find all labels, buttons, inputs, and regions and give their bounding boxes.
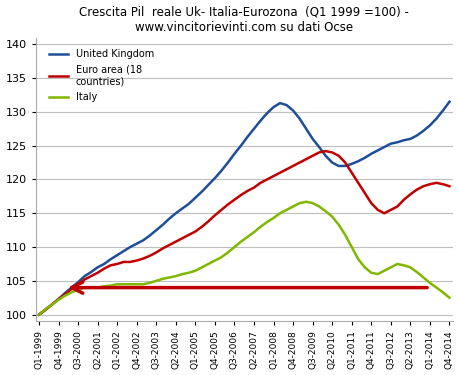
Italy (302, 200, 308, 204)
Italy (88, 285, 94, 290)
Italy (238, 239, 243, 244)
Italy (446, 296, 451, 300)
Italy (205, 262, 211, 266)
Euro area (18
countries) (238, 193, 243, 197)
United Kingdom (205, 183, 211, 187)
United Kingdom (263, 111, 269, 116)
Line: Euro area (18
countries): Euro area (18 countries) (39, 151, 448, 315)
Euro area (18
countries) (322, 149, 328, 153)
Line: Italy: Italy (39, 202, 448, 315)
Legend: United Kingdom, Euro area (18
countries), Italy: United Kingdom, Euro area (18 countries)… (45, 45, 157, 106)
Euro area (18
countries) (263, 177, 269, 182)
United Kingdom (88, 270, 94, 274)
Euro area (18
countries) (302, 157, 308, 161)
Italy (296, 201, 302, 206)
Title: Crescita Pil  reale Uk- Italia-Eurozona  (Q1 1999 =100) -
www.vincitorievinti.co: Crescita Pil reale Uk- Italia-Eurozona (… (79, 6, 408, 33)
United Kingdom (446, 99, 451, 104)
Euro area (18
countries) (446, 184, 451, 189)
United Kingdom (36, 312, 42, 317)
United Kingdom (238, 143, 243, 148)
Euro area (18
countries) (296, 160, 302, 165)
Italy (36, 312, 42, 317)
Euro area (18
countries) (36, 312, 42, 317)
United Kingdom (296, 116, 302, 121)
Euro area (18
countries) (88, 274, 94, 278)
Italy (309, 201, 315, 206)
Euro area (18
countries) (205, 219, 211, 224)
Line: United Kingdom: United Kingdom (39, 102, 448, 315)
Italy (263, 220, 269, 224)
United Kingdom (302, 126, 308, 131)
